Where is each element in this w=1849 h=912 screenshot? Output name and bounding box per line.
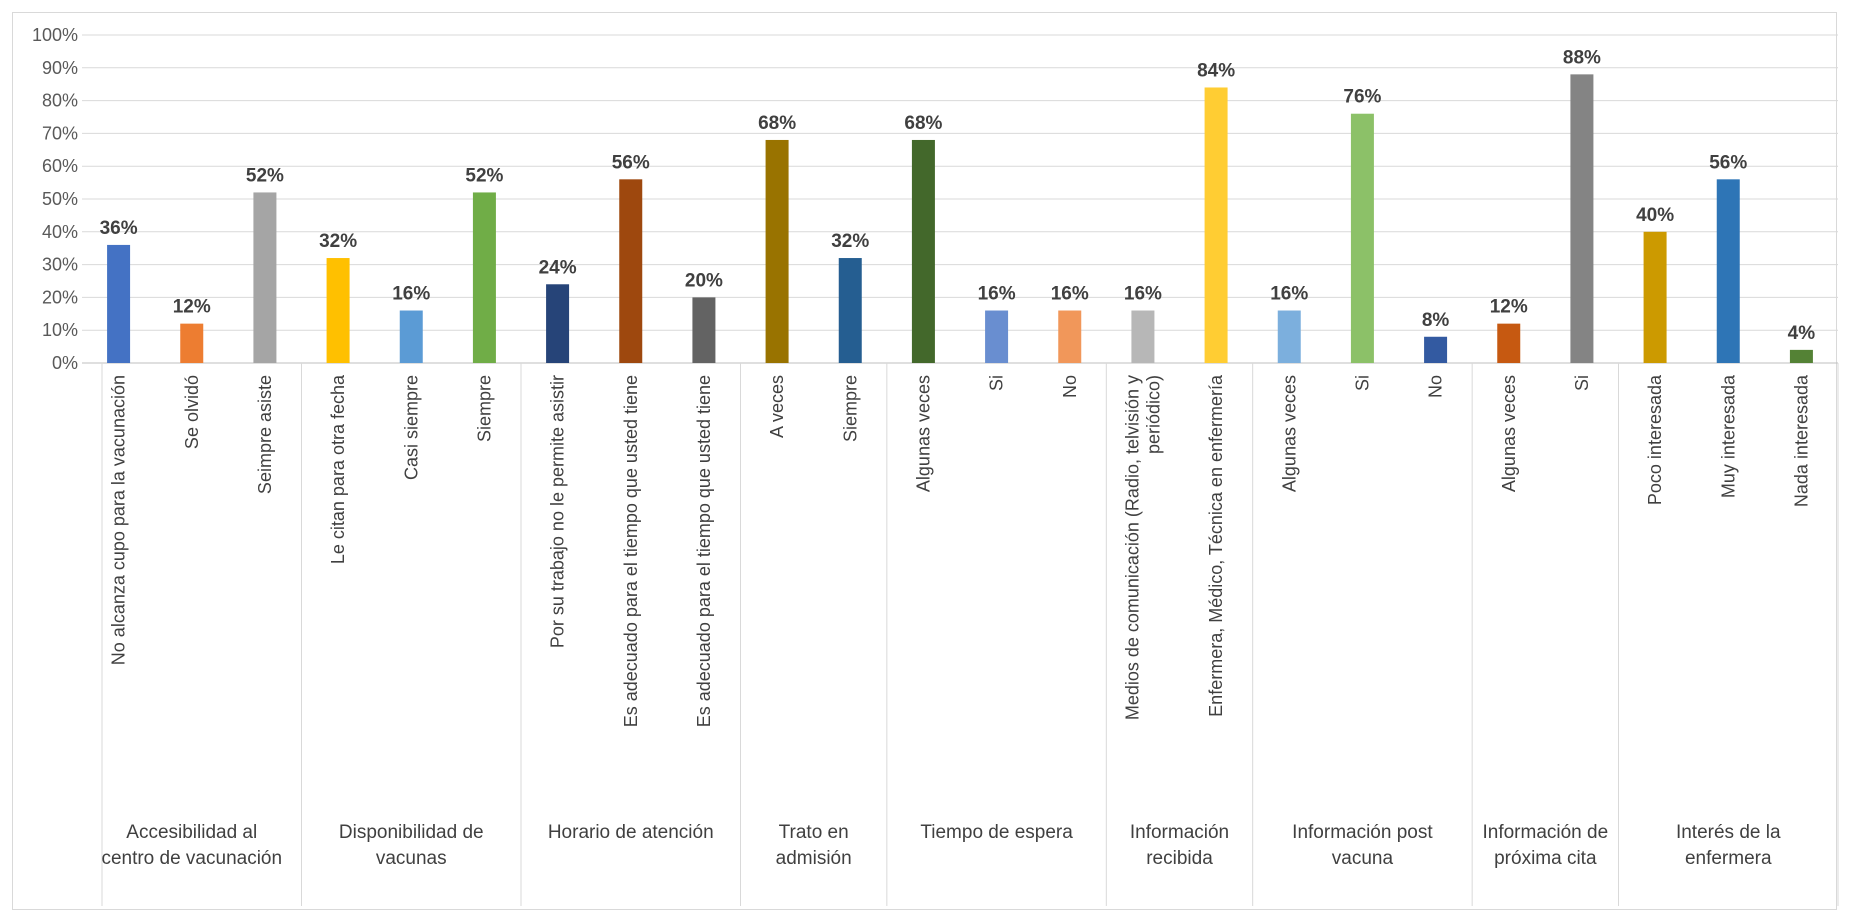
category-label: No [1426,375,1446,398]
category-label: Se olvidó [182,375,202,449]
bar [107,244,131,363]
data-label: 36% [100,218,138,239]
y-tick-label: 10% [42,320,78,340]
category-label: A veces [767,375,787,438]
category-label: Es adecuado para el tiempo que usted tie… [621,375,641,727]
category-label: Siempre [840,375,860,442]
bar [326,258,350,363]
bar [1570,74,1594,364]
bar [1350,113,1374,363]
bar [1789,349,1813,363]
category-label: No [1060,375,1080,398]
y-tick-label: 30% [42,255,78,275]
category-label: Seimpre asiste [255,375,275,494]
y-tick-label: 80% [42,91,78,111]
category-label: Por su trabajo no le permite asistir [548,375,568,648]
group-label: Tiempo de espera [920,822,1073,843]
data-label: 16% [1124,284,1162,305]
y-tick-label: 50% [42,189,78,209]
data-label: 16% [1270,284,1308,305]
group-label: Información post vacuna [1292,822,1433,869]
data-label: 76% [1343,87,1381,108]
data-label: 56% [612,152,650,173]
category-label: Nada interesada [1791,374,1811,507]
category-label: No alcanza cupo para la vacunación [109,375,129,665]
category-label: Muy interesada [1718,374,1738,498]
category-label: Casi siempre [401,375,421,480]
category-label: Algunas veces [913,375,933,492]
bar [911,139,935,363]
category-label: Enfermera, Médico, Técnica en enfermería [1206,374,1226,717]
data-label: 32% [319,231,357,252]
category-label: Si [1352,375,1372,391]
data-label: 16% [392,284,430,305]
bar [1497,323,1521,363]
y-tick-label: 90% [42,58,78,78]
data-label: 84% [1197,60,1235,81]
data-label: 16% [1051,284,1089,305]
category-label: Medios de comunicación (Radio, telvisión… [1122,375,1163,720]
y-tick-label: 20% [42,287,78,307]
y-tick-label: 100% [32,25,78,45]
bar [472,192,496,363]
data-label: 12% [1490,297,1528,318]
bar [1058,310,1082,363]
bar [765,139,789,363]
bar [180,323,204,363]
y-tick-label: 0% [52,353,78,373]
data-label: 68% [758,113,796,134]
chart-frame [12,12,1837,910]
y-tick-label: 40% [42,222,78,242]
data-label: 16% [978,284,1016,305]
bar [399,310,423,363]
data-label: 12% [173,297,211,318]
group-label: Información de próxima cita [1482,822,1608,869]
group-label: Información recibida [1130,822,1229,869]
bar [692,297,716,363]
data-label: 40% [1636,205,1674,226]
bar [1424,336,1448,363]
y-tick-label: 60% [42,156,78,176]
data-label: 88% [1563,47,1601,68]
bar [1643,231,1667,363]
bar [1277,310,1301,363]
category-label: Siempre [474,375,494,442]
data-label: 4% [1788,323,1816,344]
bar [1204,87,1228,363]
category-label: Algunas veces [1499,375,1519,492]
group-label: Interés de la enfermera [1676,822,1781,869]
bar [619,179,643,363]
group-label: Horario de atención [548,822,714,843]
data-label: 68% [904,113,942,134]
category-label: Algunas veces [1279,375,1299,492]
data-label: 52% [246,165,284,186]
data-label: 56% [1709,152,1747,173]
category-label: Si [1572,375,1592,391]
bar [1131,310,1155,363]
data-label: 32% [831,231,869,252]
bar [546,284,570,363]
data-label: 20% [685,270,723,291]
group-label: Disponibilidad de vacunas [339,822,484,869]
data-label: 8% [1422,310,1450,331]
bar [253,192,277,363]
bar [985,310,1009,363]
y-tick-label: 70% [42,123,78,143]
category-label: Poco interesada [1645,374,1665,505]
bar [838,258,862,363]
group-label: Trato en admisión [776,822,852,869]
category-label: Si [987,375,1007,391]
bar [1716,179,1740,363]
data-label: 52% [465,165,503,186]
category-label: Es adecuado para el tiempo que usted tie… [694,375,714,727]
data-label: 24% [539,257,577,278]
category-label: Le citan para otra fecha [328,374,348,564]
group-label: Accesibilidad al centro de vacunación [101,822,282,869]
